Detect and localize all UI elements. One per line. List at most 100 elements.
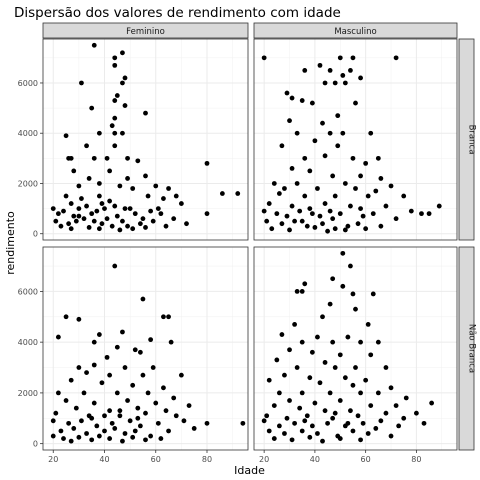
- data-point: [155, 206, 161, 211]
- data-point: [315, 431, 320, 436]
- data-point: [403, 395, 409, 401]
- data-point: [282, 186, 287, 191]
- panel-background: [254, 39, 457, 240]
- data-point: [122, 365, 128, 370]
- data-point: [287, 398, 292, 403]
- data-point: [276, 390, 282, 396]
- data-point: [279, 143, 285, 149]
- data-point: [117, 413, 123, 419]
- data-point: [271, 403, 277, 408]
- data-point: [375, 339, 381, 345]
- data-point: [287, 227, 292, 233]
- data-point: [332, 193, 338, 199]
- data-point: [408, 208, 414, 214]
- data-point: [55, 390, 61, 396]
- y-tick-label: 6000: [18, 287, 38, 296]
- data-point: [342, 375, 348, 381]
- data-point: [122, 75, 128, 81]
- data-point: [109, 420, 115, 426]
- data-point: [297, 405, 303, 411]
- panel-border: [42, 38, 249, 241]
- data-point: [161, 314, 166, 320]
- strip-row-0: [458, 38, 475, 241]
- data-point: [365, 321, 371, 327]
- data-point: [358, 206, 363, 211]
- data-point: [50, 206, 56, 211]
- data-point: [345, 420, 351, 426]
- data-point: [96, 181, 102, 186]
- data-point: [348, 68, 353, 73]
- x-tick-label: 20: [48, 455, 58, 464]
- data-point: [299, 390, 305, 396]
- data-point: [271, 436, 277, 441]
- data-point: [143, 437, 148, 443]
- data-point: [269, 226, 275, 232]
- data-point: [122, 103, 128, 108]
- data-point: [320, 120, 325, 126]
- data-point: [84, 431, 89, 436]
- data-point: [309, 423, 315, 429]
- data-point: [327, 301, 333, 307]
- data-point: [107, 436, 113, 441]
- data-point: [317, 62, 323, 68]
- data-point: [317, 213, 323, 219]
- data-point: [320, 438, 325, 444]
- data-point: [337, 352, 343, 358]
- data-point: [312, 138, 318, 144]
- data-point: [292, 218, 297, 224]
- x-tick-label: 80: [411, 455, 421, 464]
- data-point: [330, 339, 336, 345]
- data-point: [76, 316, 82, 322]
- data-point: [307, 168, 313, 174]
- data-point: [107, 372, 113, 378]
- data-point: [132, 428, 138, 434]
- x-tick-label: 60: [151, 455, 161, 464]
- data-point: [76, 206, 82, 211]
- data-point: [322, 80, 328, 86]
- data-point: [292, 321, 297, 327]
- data-point: [58, 428, 64, 434]
- data-point: [112, 130, 118, 136]
- data-point: [363, 160, 369, 166]
- data-point: [89, 415, 95, 421]
- data-point: [94, 423, 100, 429]
- data-point: [378, 223, 384, 229]
- data-point: [61, 436, 66, 441]
- y-tick-label: 6000: [18, 79, 38, 88]
- data-point: [135, 405, 141, 411]
- data-point: [337, 211, 343, 217]
- data-point: [91, 42, 97, 48]
- data-point: [104, 216, 110, 222]
- data-point: [340, 250, 346, 256]
- data-point: [71, 168, 77, 174]
- data-point: [104, 354, 110, 360]
- data-point: [91, 362, 97, 368]
- data-point: [327, 390, 333, 396]
- data-point: [102, 428, 107, 434]
- data-point: [76, 434, 82, 440]
- data-point: [363, 377, 369, 383]
- data-point: [96, 130, 102, 136]
- data-point: [393, 55, 399, 61]
- data-point: [63, 314, 69, 320]
- data-point: [240, 420, 246, 426]
- data-point: [337, 436, 343, 441]
- data-point: [53, 410, 59, 416]
- data-point: [91, 155, 97, 161]
- data-point: [66, 221, 72, 227]
- data-point: [171, 216, 177, 222]
- data-point: [235, 191, 241, 196]
- data-point: [299, 289, 305, 294]
- data-point: [120, 80, 125, 86]
- data-point: [112, 143, 118, 149]
- data-point: [73, 405, 79, 411]
- data-point: [353, 306, 358, 312]
- data-point: [299, 218, 305, 224]
- data-point: [163, 223, 169, 229]
- data-point: [261, 418, 267, 424]
- data-point: [114, 344, 120, 350]
- data-point: [332, 226, 338, 232]
- data-point: [137, 221, 143, 227]
- data-point: [368, 403, 374, 408]
- data-point: [350, 382, 356, 388]
